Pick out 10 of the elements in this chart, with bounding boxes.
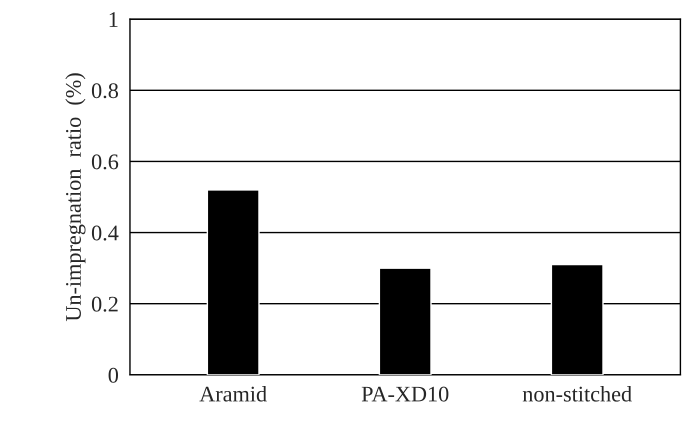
y-tick-label: 0.6	[92, 154, 118, 170]
y-tick-label: 0	[108, 368, 118, 383]
x-tick-label: Aramid	[199, 386, 267, 402]
y-tick-label: 1	[110, 12, 118, 27]
y-tick-label: 0.2	[92, 296, 118, 312]
x-tick-label: PA-XD10	[362, 386, 448, 402]
x-tick-label: non-stitched	[522, 386, 632, 402]
y-tick-label: 0.8	[92, 83, 118, 98]
y-tick-label: 0.4	[92, 225, 119, 241]
y-axis-title: Un-impregnation ratio (%)	[65, 73, 86, 322]
